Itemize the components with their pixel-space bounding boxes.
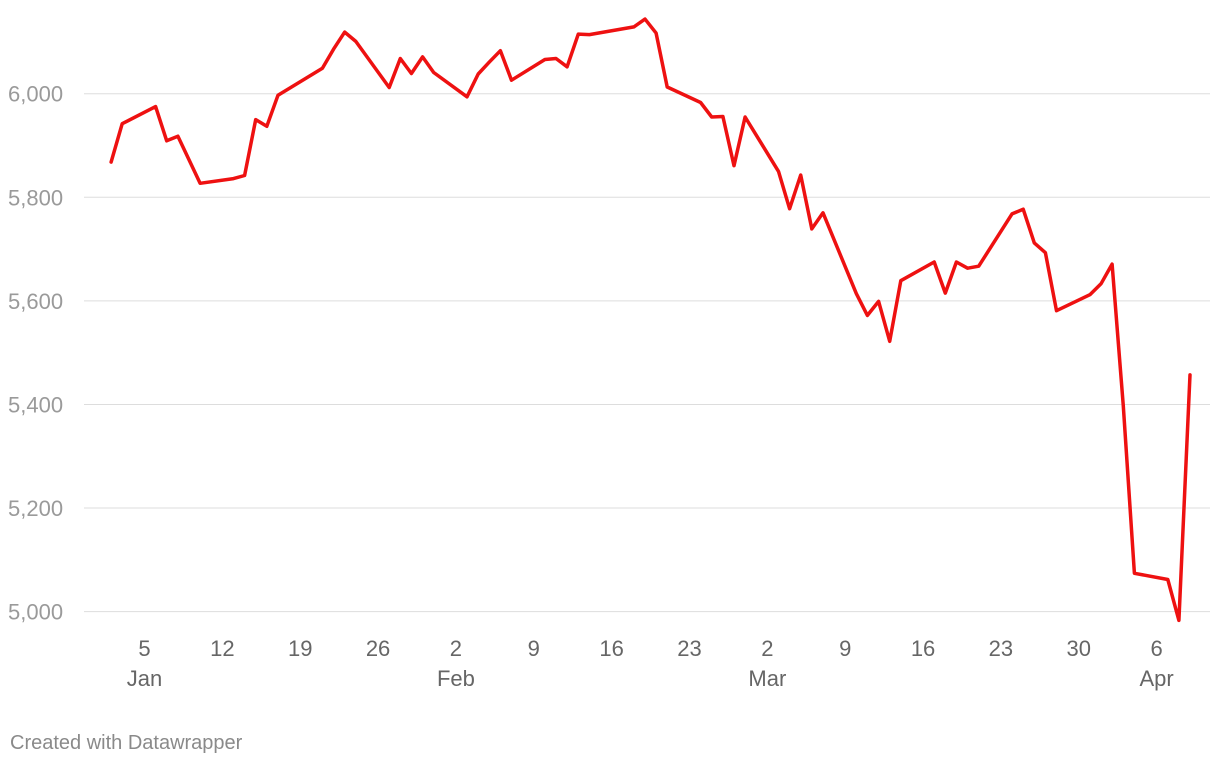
x-tick-label: 5 [138,636,150,661]
x-tick-label: 26 [366,636,390,661]
datawrapper-credit: Created with Datawrapper [10,732,243,754]
x-axis: 5 Jan 12 19 26 2 Feb 9 16 23 2 Mar 9 16 23 30 6 Apr [127,636,1174,691]
y-tick-label: 5,400 [8,392,63,417]
x-tick-label: 2 [761,636,773,661]
x-tick-label: 23 [989,636,1013,661]
series-line-0 [109,17,1192,623]
x-tick-label: 9 [839,636,851,661]
x-month-label: Jan [127,666,162,691]
x-tick-label: 16 [599,636,623,661]
gridlines [84,93,1210,613]
series-layer [109,17,1192,623]
x-tick-label: 12 [210,636,234,661]
x-tick-label: 9 [528,636,540,661]
x-month-label: Mar [748,666,786,691]
x-month-label: Feb [437,666,475,691]
x-tick-label: 30 [1067,636,1091,661]
y-tick-label: 5,000 [8,600,63,625]
y-tick-label: 5,200 [8,496,63,521]
x-tick-label: 2 [450,636,462,661]
y-tick-label: 6,000 [8,82,63,107]
y-axis: 5,000 5,200 5,400 5,600 5,800 6,000 [8,82,63,625]
x-tick-label: 19 [288,636,312,661]
y-tick-label: 5,800 [8,185,63,210]
x-month-label: Apr [1140,666,1174,691]
x-tick-label: 23 [677,636,701,661]
y-tick-label: 5,600 [8,289,63,314]
x-tick-label: 6 [1151,636,1163,661]
x-tick-label: 16 [911,636,935,661]
